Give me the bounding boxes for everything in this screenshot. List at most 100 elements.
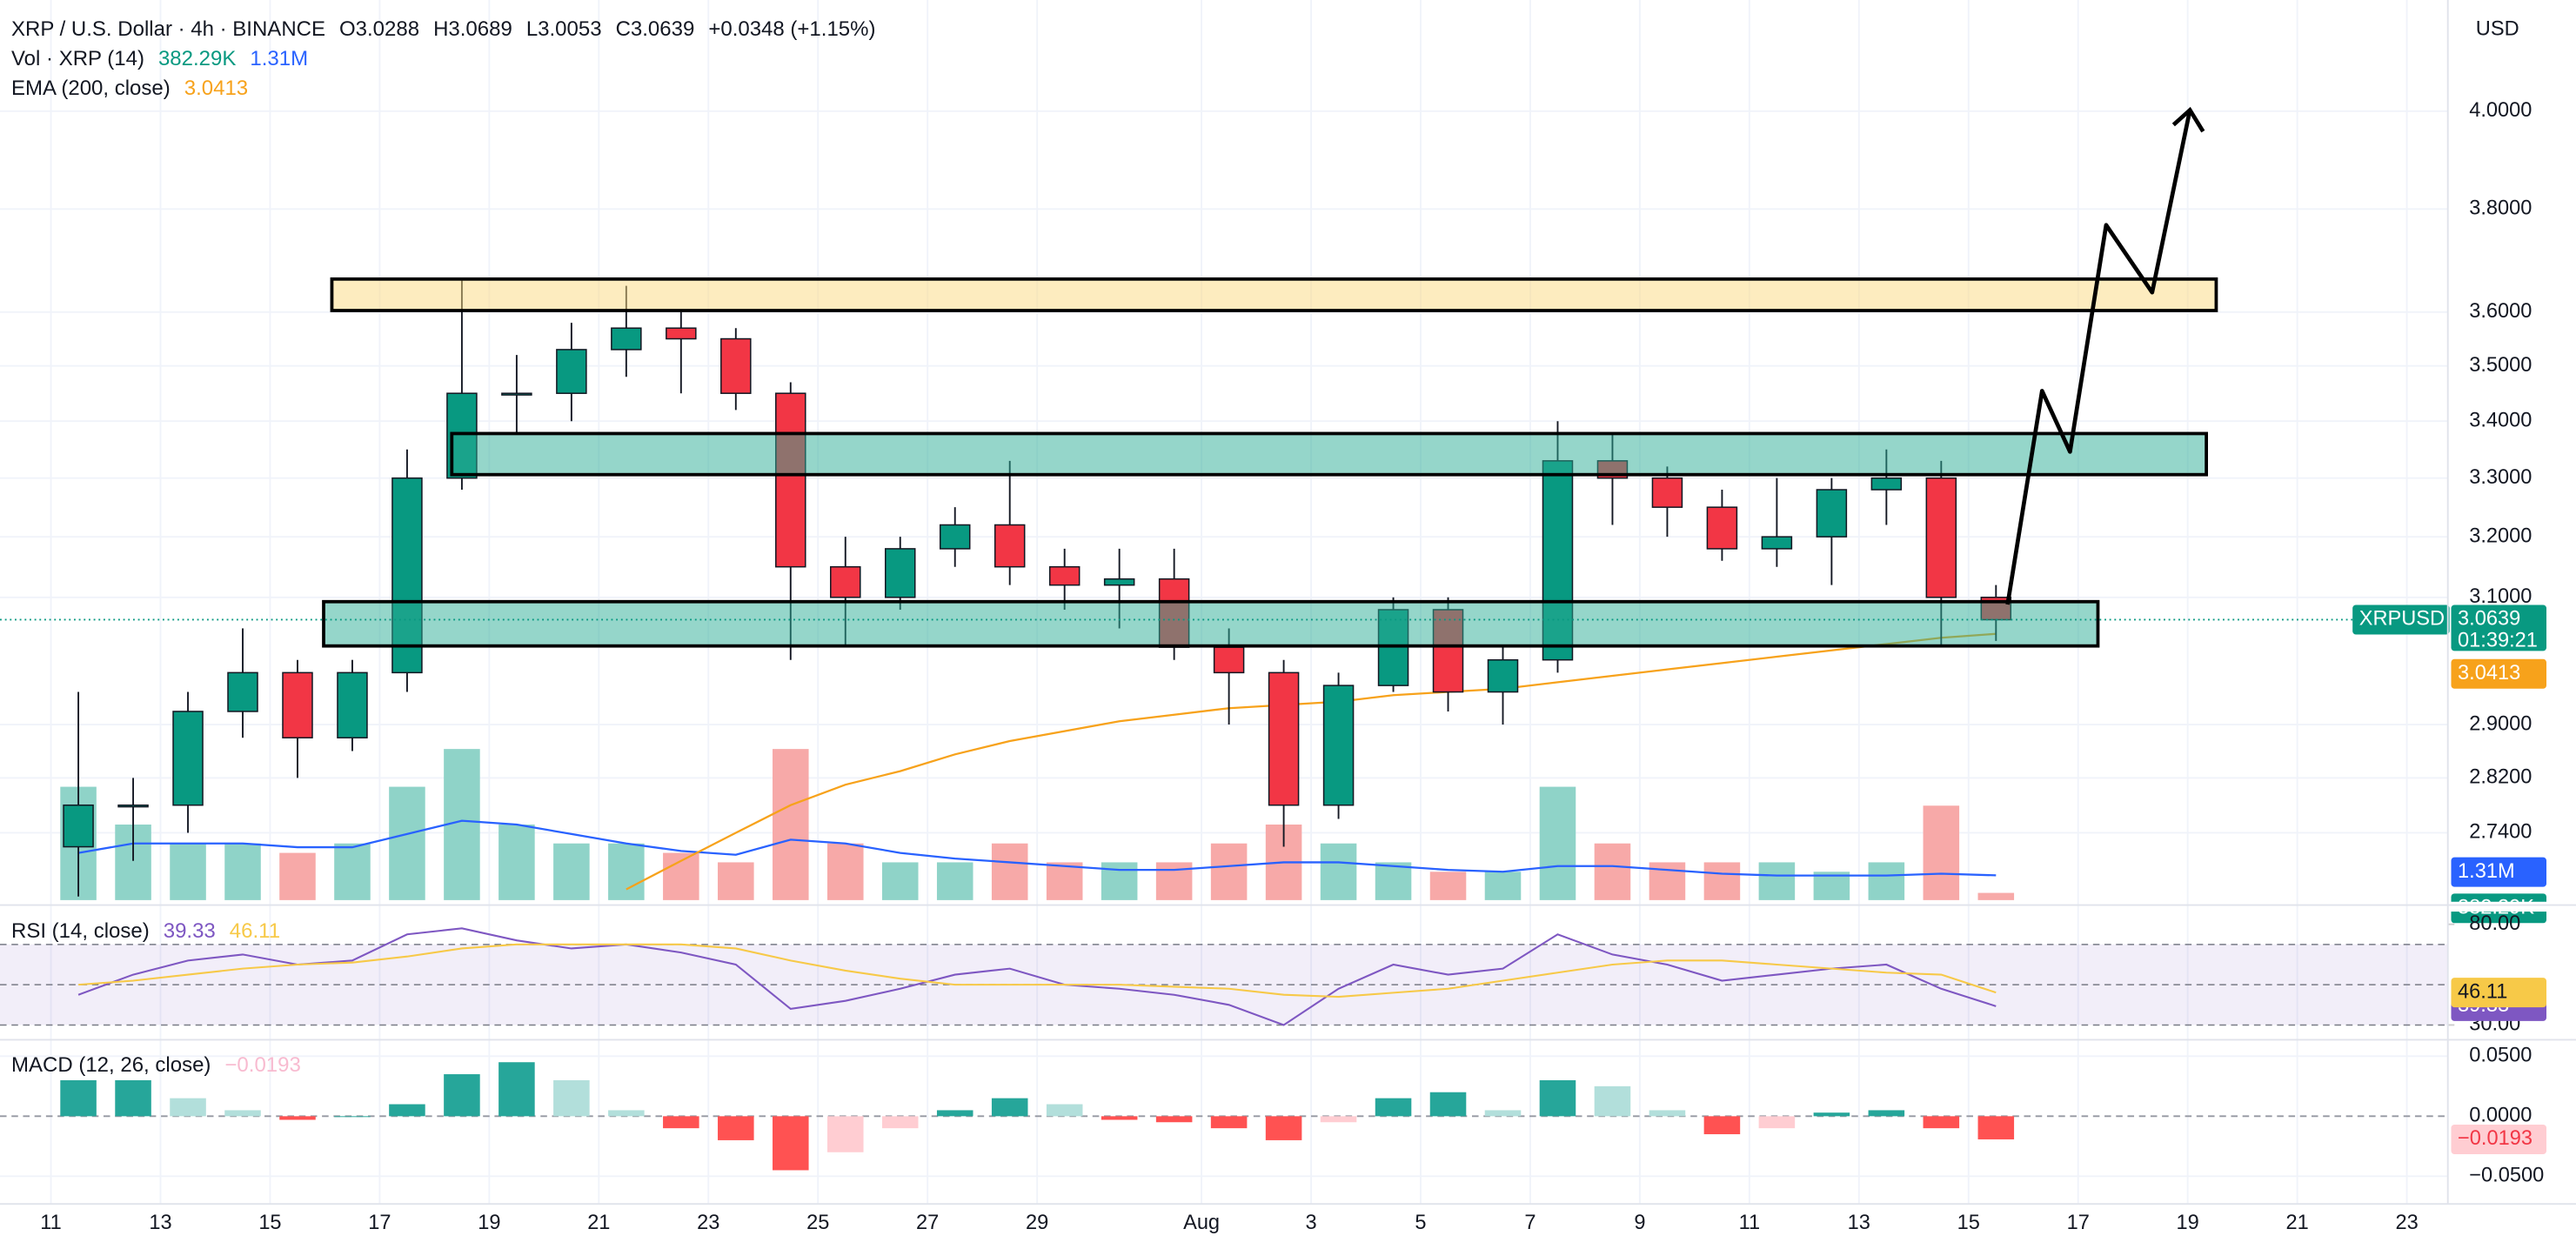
histogram-bar <box>991 1098 1028 1117</box>
x-tick-label: 11 <box>40 1212 62 1234</box>
candle-body <box>63 804 94 848</box>
volume-bar <box>1484 872 1522 900</box>
histogram-bar <box>224 1110 261 1117</box>
candle-body <box>556 349 587 394</box>
volume-bar <box>773 749 809 900</box>
ticker-label: XRPUSD <box>2359 608 2445 631</box>
candle-body <box>227 671 258 712</box>
candle-body <box>611 327 642 351</box>
histogram-bar <box>334 1116 371 1118</box>
ema-name: EMA (200, close) <box>11 77 171 100</box>
candle-body <box>337 671 368 738</box>
candle-body <box>1103 578 1135 586</box>
histogram-bar <box>1923 1116 1960 1129</box>
x-tick-label: 15 <box>1957 1212 1980 1234</box>
histogram-bar <box>498 1062 535 1117</box>
volume-bar <box>498 825 535 900</box>
x-tick-label: 13 <box>149 1212 171 1234</box>
candle-body <box>994 524 1026 568</box>
x-tick-label: 3 <box>1305 1212 1316 1234</box>
last-price-box <box>2451 604 2547 651</box>
volume-bar <box>279 852 316 900</box>
x-tick-label: 13 <box>1848 1212 1870 1234</box>
volume-ma-line <box>77 819 1997 877</box>
histogram-bar <box>115 1079 151 1117</box>
histogram-bar <box>1813 1112 1850 1117</box>
arrow-head <box>2171 106 2205 133</box>
volume-bar <box>1758 862 1796 900</box>
pane-mask <box>2447 901 2576 912</box>
volume-bar <box>936 862 974 900</box>
x-tick-label: 25 <box>806 1212 829 1234</box>
y-tick-label: 0.0500 <box>2469 1045 2532 1067</box>
candle-body <box>1816 489 1848 538</box>
volume-bar <box>1155 862 1193 900</box>
countdown: 01:39:21 <box>2458 629 2538 651</box>
candle-body <box>501 392 532 396</box>
histogram-bar <box>1155 1116 1193 1123</box>
histogram-bar <box>1265 1116 1302 1140</box>
ema-value: 3.0413 <box>184 77 249 100</box>
histogram-bar <box>389 1104 425 1117</box>
x-tick-label: 21 <box>587 1212 610 1234</box>
x-tick-label: Aug <box>1183 1212 1220 1234</box>
zone <box>450 431 2208 477</box>
price-axis <box>2447 0 2576 904</box>
histogram-bar <box>1429 1092 1467 1117</box>
histogram-bar <box>444 1074 480 1117</box>
ohlc-low: L3.0053 <box>525 17 602 41</box>
x-tick-label: 23 <box>2395 1212 2418 1234</box>
histogram-bar <box>1210 1116 1248 1129</box>
histogram-bar <box>60 1079 97 1117</box>
rsi-legend: RSI (14, close) 39.33 46.11 <box>11 917 280 946</box>
ohlc-high: H3.0689 <box>433 17 512 41</box>
histogram-bar <box>1594 1085 1631 1117</box>
volume-bar <box>334 843 371 900</box>
volume-ma-axis-label: 1.31M <box>2458 860 2515 883</box>
volume-bar <box>881 862 919 900</box>
y-tick-label: 3.5000 <box>2469 354 2532 377</box>
x-tick-label: 27 <box>916 1212 939 1234</box>
candle-body <box>939 524 971 550</box>
histogram-bar <box>608 1110 645 1117</box>
y-tick-label: 3.1000 <box>2469 585 2532 608</box>
volume-bar <box>224 843 261 900</box>
volume-bar <box>1210 843 1248 900</box>
candle-body <box>775 392 806 568</box>
y-tick-label: 2.8200 <box>2469 766 2532 789</box>
y-tick-label: 3.2000 <box>2469 524 2532 547</box>
rsi-title: RSI (14, close) <box>11 919 150 943</box>
candle-body <box>1706 506 1738 550</box>
rsi-line <box>78 943 1997 999</box>
ohlc-close: C3.0639 <box>615 17 695 41</box>
x-tick-label: 17 <box>368 1212 391 1234</box>
volume-bar <box>170 843 206 900</box>
ema-axis-label: 3.0413 <box>2458 662 2520 685</box>
volume-bar <box>1375 862 1412 900</box>
rsi-ma-value: 46.11 <box>229 919 281 943</box>
ticker-label-box <box>2352 604 2450 635</box>
volume-value: 382.29K <box>157 47 237 70</box>
macd-axis-label: −0.0193 <box>2458 1127 2533 1150</box>
histogram-bar <box>826 1116 864 1152</box>
ohlc-open: O3.0288 <box>338 17 420 41</box>
x-tick-label: 5 <box>1415 1212 1426 1234</box>
candle-body <box>666 327 697 340</box>
histogram-bar <box>1977 1116 2015 1139</box>
histogram-bar <box>1703 1116 1741 1135</box>
ema-legend: EMA (200, close) 3.0413 <box>11 74 248 104</box>
candle-body <box>1322 685 1355 806</box>
histogram-bar <box>663 1116 699 1129</box>
x-tick-label: 9 <box>1634 1212 1645 1234</box>
candle-body <box>1213 646 1245 674</box>
volume-bar <box>1101 862 1138 900</box>
change: +0.0348 (+1.15%) <box>708 17 876 41</box>
candle-body <box>720 337 752 394</box>
y-tick-label: 2.7400 <box>2469 821 2532 844</box>
x-tick-label: 21 <box>2286 1212 2309 1234</box>
candle-body <box>1651 477 1683 508</box>
y-tick-label: 3.4000 <box>2469 409 2532 431</box>
candle-body <box>1925 477 1957 598</box>
histogram-bar <box>1758 1116 1796 1129</box>
